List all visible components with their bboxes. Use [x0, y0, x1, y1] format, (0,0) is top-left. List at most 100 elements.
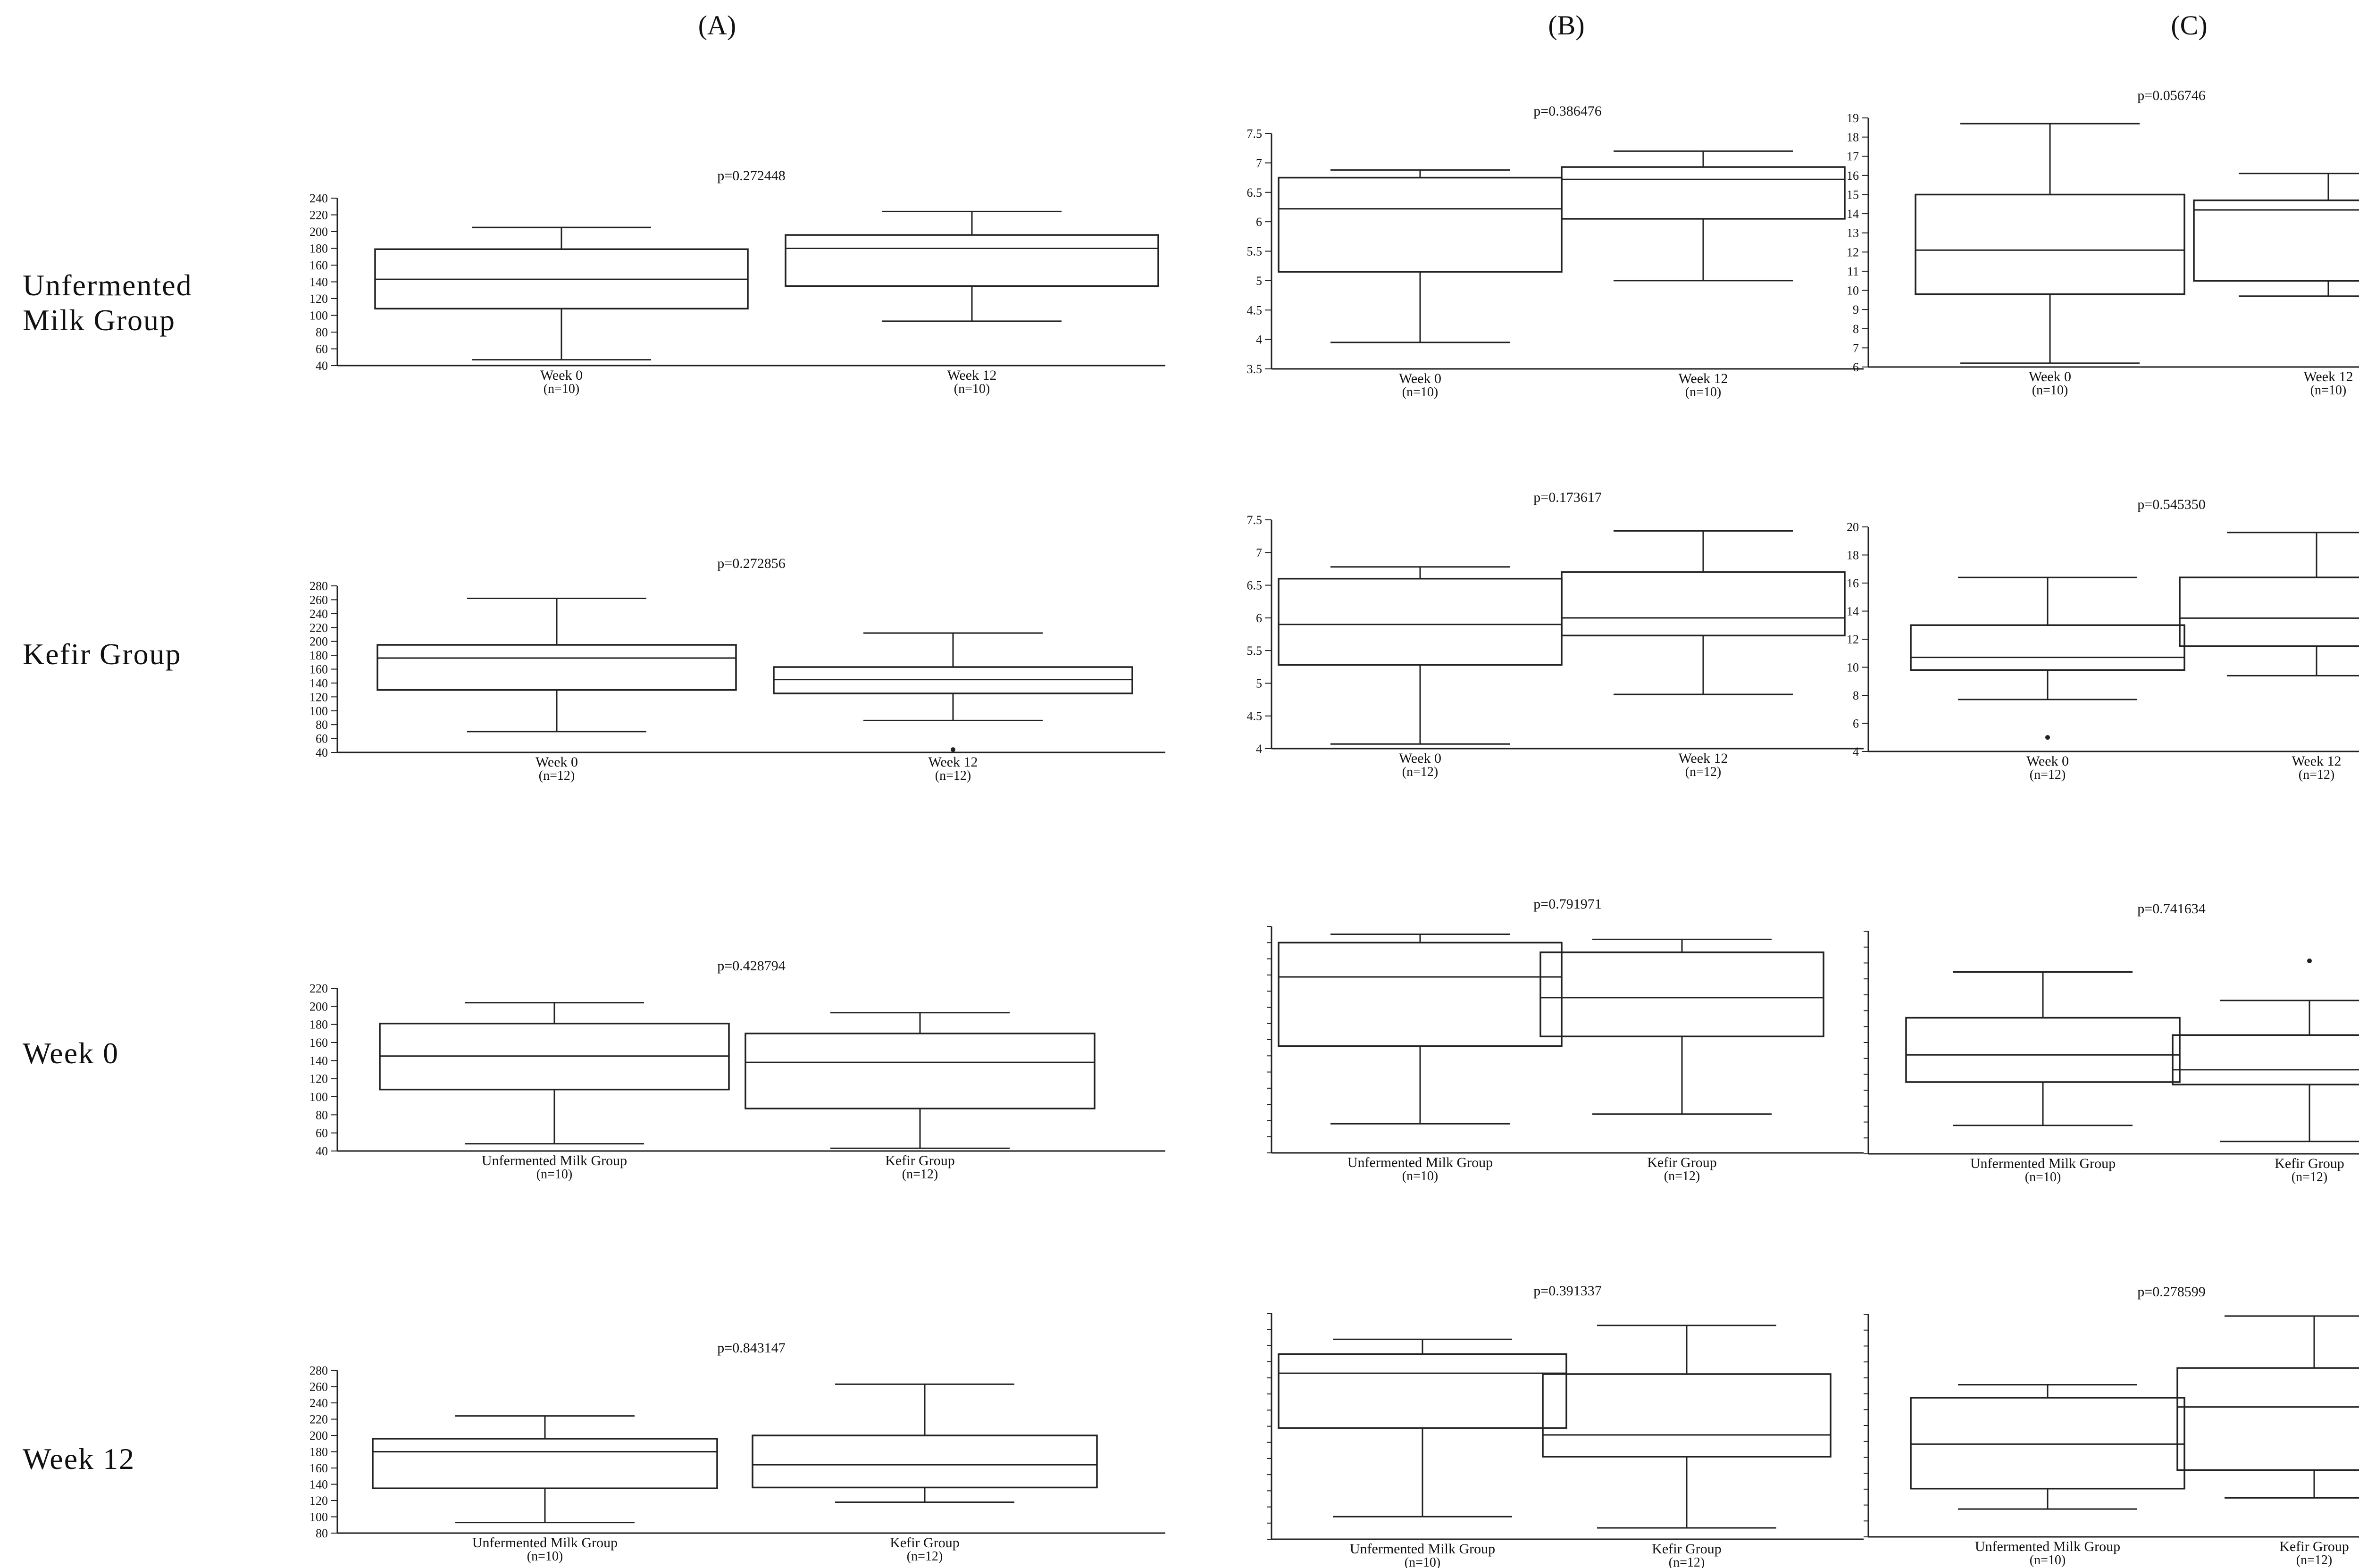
sample-size-label: (n=10)	[1402, 1169, 1438, 1184]
y-tick-label: 120	[310, 690, 328, 704]
p-value-label: p=0.545350	[2137, 497, 2205, 512]
box-series-2	[773, 632, 1133, 752]
y-tick-label: 160	[310, 1036, 328, 1050]
category-label: Week 12	[2292, 753, 2341, 769]
y-tick-label: 120	[310, 1072, 328, 1086]
box-series-1	[379, 1002, 730, 1145]
y-tick-label: 80	[316, 325, 328, 339]
sample-size-label: (n=12)	[1664, 1169, 1700, 1184]
p-value-label: p=0.741634	[2137, 901, 2205, 917]
y-tick-label: 200	[310, 1000, 328, 1013]
y-tick-label: 16	[1847, 169, 1859, 183]
y-tick-label: 7	[1256, 156, 1262, 170]
box-plot-panel: p=0.272856 406080100120140160180200220240…	[310, 556, 1165, 783]
y-tick-label: 10	[1847, 661, 1859, 675]
y-tick-label: 13	[1847, 226, 1859, 240]
sample-size-label: (n=10)	[954, 382, 990, 396]
y-tick-label: 7	[1853, 341, 1859, 355]
y-tick-label: 18	[1847, 131, 1859, 144]
y-tick-label: 4.5	[1247, 709, 1263, 723]
box-series-2	[2193, 173, 2359, 297]
column-label-b: (B)	[1548, 10, 1585, 41]
p-value-label: p=0.391337	[1533, 1283, 1601, 1299]
y-tick-label: 100	[310, 1090, 328, 1104]
y-tick-label: 140	[310, 1478, 328, 1492]
y-tick-label: 160	[310, 663, 328, 676]
sample-size-label: (n=10)	[1685, 385, 1721, 400]
y-tick-label: 3.5	[1247, 362, 1263, 376]
y-tick-label: 16	[1847, 576, 1859, 590]
category-label: Kefir Group	[890, 1535, 959, 1551]
sample-size-label: (n=12)	[2299, 767, 2334, 782]
y-tick-label: 80	[316, 718, 328, 732]
category-label: Unfermented Milk Group	[482, 1153, 627, 1168]
category-label: Week 0	[2029, 369, 2071, 384]
p-value-label: p=0.173617	[1533, 490, 1601, 505]
sample-size-label: (n=12)	[539, 768, 575, 783]
y-tick-label: 200	[310, 225, 328, 239]
box-series-2	[745, 1012, 1096, 1149]
y-tick-label: 6.5	[1247, 579, 1263, 592]
y-tick-label: 160	[310, 259, 328, 272]
sample-size-label: (n=12)	[1685, 765, 1721, 779]
category-label: Week 0	[1399, 371, 1441, 386]
y-tick-label: 20	[1847, 520, 1859, 534]
y-tick-label: 60	[316, 342, 328, 356]
box-series-2	[785, 210, 1159, 322]
y-tick-label: 140	[310, 275, 328, 289]
y-tick-label: 4	[1256, 742, 1262, 756]
iqr-box	[2193, 199, 2359, 282]
y-tick-label: 280	[310, 579, 328, 593]
category-label: Unfermented Milk Group	[1975, 1539, 2120, 1554]
y-tick-label: 200	[310, 635, 328, 649]
y-tick-label: 100	[310, 1510, 328, 1524]
sample-size-label: (n=12)	[2292, 1170, 2327, 1184]
y-tick-label: 6	[1853, 717, 1859, 731]
sample-size-label: (n=12)	[907, 1549, 943, 1564]
category-label: Week 0	[535, 754, 578, 770]
sample-size-label: (n=10)	[2310, 383, 2346, 398]
y-tick-label: 19	[1847, 111, 1859, 125]
y-tick-label: 180	[310, 1445, 328, 1459]
y-tick-label: 200	[310, 1429, 328, 1443]
y-tick-label: 40	[316, 746, 328, 759]
iqr-box	[1539, 951, 1824, 1037]
row-label-week0: Week 0	[23, 1036, 119, 1070]
box-series-1	[1278, 1338, 1567, 1518]
box-series-1	[374, 226, 749, 361]
box-series-1	[1910, 1384, 2185, 1510]
category-label: Unfermented Milk Group	[472, 1535, 618, 1551]
y-tick-label: 40	[316, 1144, 328, 1158]
box-series-2	[2179, 532, 2359, 676]
y-tick-label: 15	[1847, 188, 1859, 201]
iqr-box	[1542, 1373, 1832, 1458]
iqr-box	[1278, 577, 1563, 666]
y-tick-label: 6	[1256, 215, 1262, 229]
iqr-box	[2176, 1367, 2359, 1471]
y-tick-label: 120	[310, 1494, 328, 1508]
y-tick-label: 220	[310, 209, 328, 222]
sample-size-label: (n=12)	[2030, 767, 2066, 782]
category-label: Kefir Group	[2279, 1539, 2349, 1554]
y-tick-label: 6	[1256, 611, 1262, 625]
y-tick-label: 100	[310, 309, 328, 323]
y-tick-label: 11	[1847, 265, 1859, 278]
y-tick-label: 8	[1853, 689, 1859, 702]
box-series-1	[1915, 123, 2185, 364]
y-tick-label: 17	[1847, 150, 1859, 163]
row-label-week12: Week 12	[23, 1442, 135, 1476]
sample-size-label: (n=12)	[935, 768, 971, 783]
sample-size-label: (n=12)	[1669, 1555, 1705, 1568]
iqr-box	[1561, 166, 1846, 220]
box-series-1	[1278, 169, 1563, 343]
sample-size-label: (n=10)	[544, 382, 579, 396]
p-value-label: p=0.278599	[2137, 1284, 2205, 1300]
category-label: Week 12	[928, 754, 978, 770]
category-label: Week 12	[1678, 751, 1728, 766]
iqr-box	[376, 644, 737, 691]
box-plot-panel: p=0.843147 80 100 120 140 160 180 200 220 240 260 2…	[310, 1340, 1165, 1564]
y-tick-label: 260	[310, 1380, 328, 1394]
y-tick-label: 6	[1853, 360, 1859, 374]
iqr-box	[1910, 624, 2185, 671]
